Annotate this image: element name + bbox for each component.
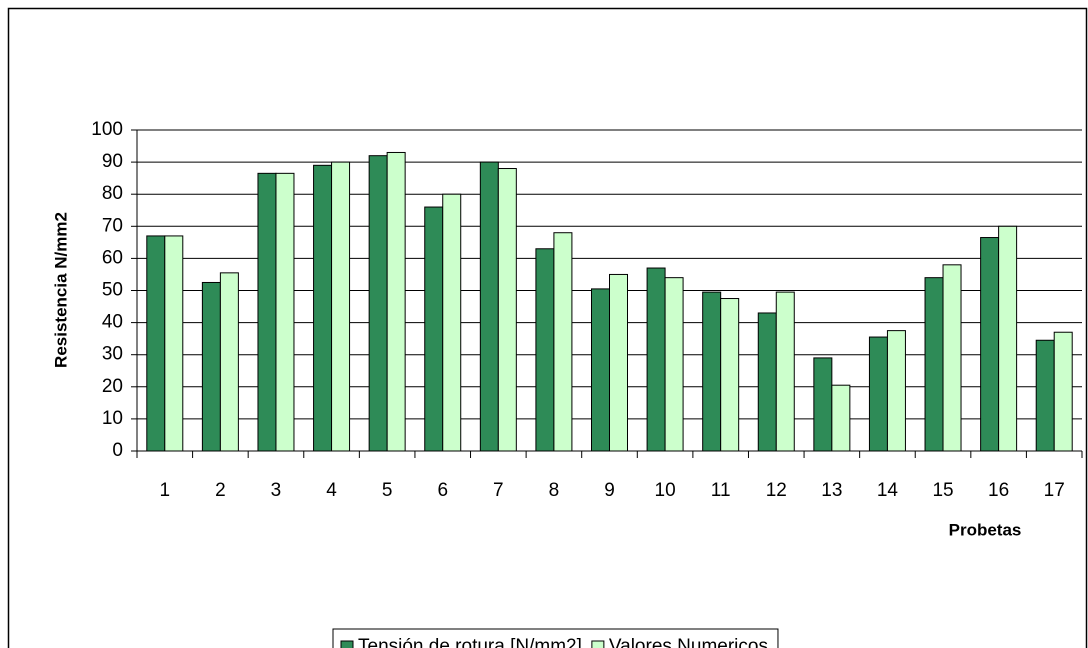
x-tick-label: 8 [549, 480, 560, 501]
x-tick-label: 15 [932, 480, 953, 501]
bar [886, 330, 906, 452]
bar [479, 161, 499, 452]
bar [331, 161, 351, 452]
bar [313, 164, 333, 452]
y-axis-label: Resistencia N/mm2 [51, 212, 70, 368]
bar [813, 357, 833, 452]
x-tick-label: 3 [271, 480, 282, 501]
legend-label: Tensión de rotura [N/mm2] [358, 636, 582, 648]
y-tick-label: 100 [91, 119, 123, 140]
bar [497, 168, 517, 452]
bar [868, 336, 888, 452]
legend-label: Valores Numericos [609, 636, 768, 648]
bar [775, 291, 795, 452]
x-tick-label: 13 [821, 480, 842, 501]
legend-box [332, 628, 779, 648]
bar [664, 277, 684, 452]
bar [424, 206, 444, 452]
bar [368, 155, 388, 452]
bar [442, 193, 462, 452]
y-tick-label: 80 [102, 183, 123, 204]
y-tick-label: 20 [102, 376, 123, 397]
legend-swatch [340, 640, 354, 648]
x-tick-label: 6 [437, 480, 448, 501]
y-tick-label: 60 [102, 247, 123, 268]
bar [646, 267, 666, 452]
x-tick-label: 11 [711, 480, 731, 501]
x-tick-label: 17 [1044, 480, 1065, 501]
y-tick-label: 30 [102, 344, 123, 365]
bar [609, 273, 628, 452]
y-tick-label: 10 [102, 408, 123, 429]
y-tick-label: 50 [102, 280, 123, 301]
bar [1035, 339, 1055, 452]
bar [980, 237, 1000, 452]
x-tick-label: 7 [493, 480, 504, 501]
bar [275, 172, 295, 452]
y-tick-label: 70 [102, 215, 123, 236]
bar [591, 288, 610, 452]
y-tick-label: 40 [102, 312, 123, 333]
bar [386, 151, 406, 452]
bar [831, 384, 851, 452]
bar [535, 248, 555, 452]
bar [942, 264, 962, 452]
x-tick-label: 5 [382, 480, 393, 501]
bar [164, 235, 184, 452]
bar [720, 298, 740, 452]
y-tick-label: 90 [102, 151, 123, 172]
y-tick-label: 0 [112, 440, 123, 461]
bar [924, 277, 944, 452]
legend-swatch [591, 640, 605, 648]
bar [1053, 331, 1073, 452]
bar [201, 281, 221, 452]
x-tick-label: 16 [988, 480, 1009, 501]
bar [702, 291, 722, 452]
x-axis-label: Probetas [949, 520, 1022, 539]
bar [219, 272, 239, 452]
bar [146, 235, 166, 452]
x-tick-label: 10 [655, 480, 676, 501]
x-tick-label: 9 [604, 480, 615, 501]
x-tick-label: 12 [766, 480, 787, 501]
bar [998, 225, 1018, 452]
x-tick-label: 4 [326, 480, 337, 501]
x-tick-label: 2 [215, 480, 226, 501]
bar [757, 312, 777, 452]
bar [257, 172, 277, 452]
x-tick-label: 14 [877, 480, 899, 501]
x-tick-label: 1 [160, 480, 171, 501]
bar [553, 232, 573, 452]
